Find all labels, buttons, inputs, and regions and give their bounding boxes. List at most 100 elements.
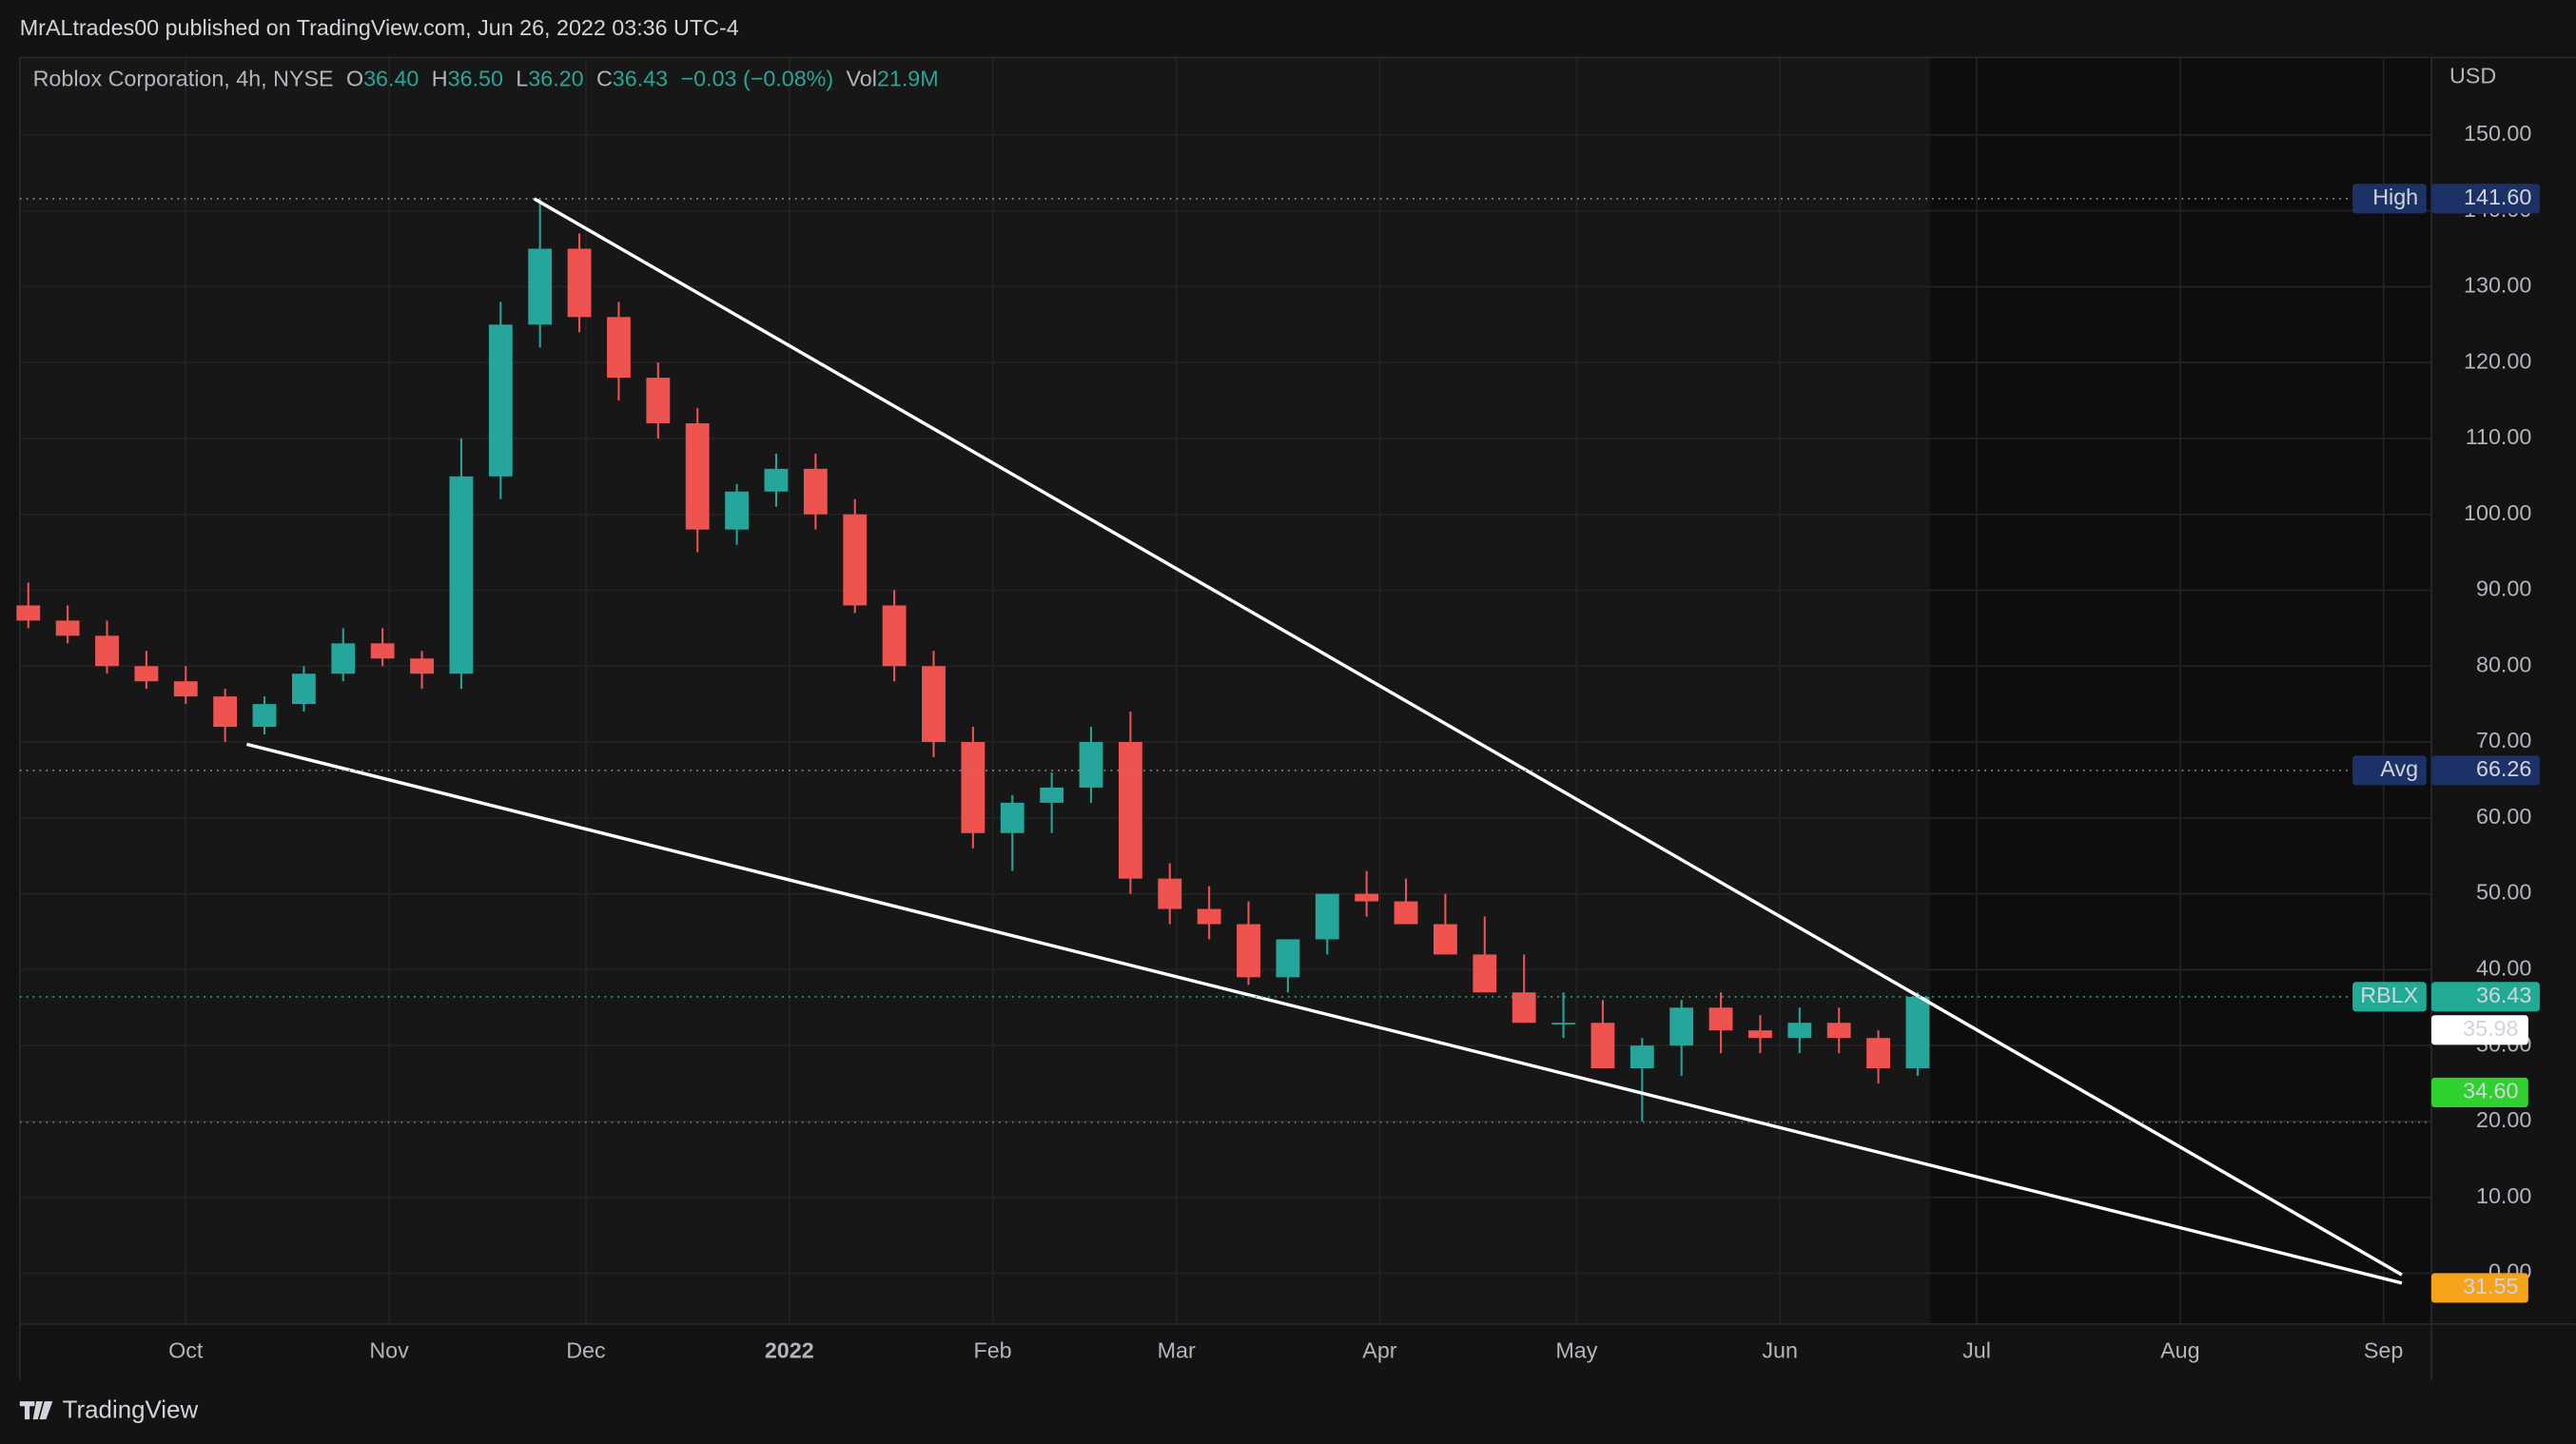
candle-body (882, 605, 907, 667)
price-name-box (2352, 755, 2427, 786)
candle-body (55, 620, 80, 636)
open-value: 36.40 (363, 67, 419, 91)
scale-badge-label: 31.55 (2463, 1274, 2518, 1298)
price-value: 141.60 (2464, 185, 2531, 209)
candle-body (291, 673, 316, 705)
candle-body (1355, 893, 1379, 902)
y-tick-label: 40.00 (2476, 956, 2531, 981)
low-label: L (516, 67, 528, 91)
candle-body (961, 742, 986, 833)
currency: USD (2449, 63, 2496, 88)
candle-body (410, 658, 434, 674)
candle-body (370, 643, 395, 659)
candle-body (449, 476, 474, 674)
y-tick-label: 90.00 (2476, 576, 2531, 601)
candle-body (646, 378, 671, 423)
candle-body (1118, 742, 1142, 879)
legend: Roblox Corporation, 4h, NYSE O36.40 H36.… (33, 67, 939, 91)
candle-body (1787, 1023, 1812, 1039)
price-name: Avg (2380, 756, 2418, 781)
scale-badge (2430, 1273, 2528, 1303)
candle-body (1237, 924, 1260, 978)
price-value-box (2430, 982, 2540, 1012)
candle-body (1551, 1023, 1575, 1024)
candle-body (1000, 802, 1025, 833)
price-name-box (2352, 982, 2427, 1012)
candle-body (1866, 1038, 1890, 1069)
logo: TradingView (19, 1396, 199, 1423)
brand: TradingView (63, 1396, 199, 1423)
candle-body (1079, 742, 1103, 788)
candle-body (1158, 878, 1182, 909)
x-tick-label: Sep (2364, 1337, 2403, 1362)
x-tick-label: Dec (566, 1337, 606, 1362)
y-tick-label: 60.00 (2476, 804, 2531, 829)
candle-body (1040, 787, 1064, 803)
price-value: 36.43 (2476, 983, 2531, 1007)
scale-badge-label: 34.60 (2463, 1079, 2518, 1103)
candle-body (134, 666, 159, 682)
y-tick-label: 70.00 (2476, 728, 2531, 752)
x-tick-label: Jul (1962, 1337, 1991, 1362)
price-name: RBLX (2360, 983, 2418, 1007)
close-label: C (596, 67, 613, 91)
y-tick-label: 20.00 (2476, 1107, 2531, 1132)
x-tick-label: Oct (168, 1337, 204, 1362)
high-value: 36.50 (448, 67, 503, 91)
history-shade (19, 57, 1931, 1324)
candle-body (1708, 1007, 1733, 1031)
x-tick-label: May (1555, 1337, 1597, 1362)
y-tick-label: 110.00 (2466, 424, 2532, 449)
x-tick-label: 2022 (765, 1337, 814, 1362)
open-label: O (346, 67, 363, 91)
y-tick-label: 100.00 (2464, 500, 2531, 525)
price-value-box (2430, 184, 2540, 214)
candle-body (1669, 1007, 1694, 1046)
candle-body (567, 248, 592, 318)
x-tick-label: Apr (1362, 1337, 1396, 1362)
candle-body (16, 605, 41, 621)
price-name: High (2372, 185, 2418, 209)
low-value: 36.20 (528, 67, 583, 91)
high-label: H (432, 67, 448, 91)
candle-body (488, 324, 513, 477)
x-tick-label: Nov (369, 1337, 409, 1362)
price-value: 66.26 (2476, 756, 2531, 781)
trendline (533, 197, 2403, 1277)
symbol: Roblox Corporation, 4h, NYSE (33, 67, 334, 91)
volume-label: Vol (847, 67, 877, 91)
x-tick-label: Feb (973, 1337, 1011, 1362)
candle-body (331, 643, 356, 674)
price-value-box (2430, 755, 2540, 786)
candle-body (1630, 1045, 1654, 1069)
candle-body (173, 681, 198, 697)
candle-body (1826, 1023, 1851, 1039)
change: −0.03 (−0.08%) (681, 67, 834, 91)
y-tick-label: 150.00 (2464, 121, 2531, 146)
candle-body (1276, 939, 1300, 978)
volume-value: 21.9M (877, 67, 939, 91)
candle-body (1433, 924, 1457, 955)
y-tick-label: 120.00 (2464, 348, 2531, 373)
candle-body (764, 468, 789, 492)
y-tick-label: 80.00 (2476, 652, 2531, 676)
candle-body (1315, 893, 1339, 940)
x-tick-label: Aug (2160, 1337, 2199, 1362)
candle-body (1394, 901, 1418, 925)
price-name-box (2352, 184, 2427, 214)
publisher: MrALtrades00 published on TradingView.co… (20, 15, 739, 40)
candle-body (1590, 1023, 1615, 1069)
candle-body (95, 635, 119, 667)
scale-badge (2430, 1077, 2528, 1107)
candle-body (528, 248, 553, 325)
candle-body (685, 422, 710, 530)
candle-body (1748, 1030, 1772, 1039)
candle-body (725, 491, 749, 530)
candle-body (252, 704, 277, 728)
y-tick-label: 50.00 (2476, 880, 2531, 905)
candle-body (1197, 908, 1221, 925)
axes: 0.0010.0020.0030.0040.0050.0060.0070.008… (168, 121, 2540, 1362)
y-tick-label: 10.00 (2476, 1183, 2531, 1208)
